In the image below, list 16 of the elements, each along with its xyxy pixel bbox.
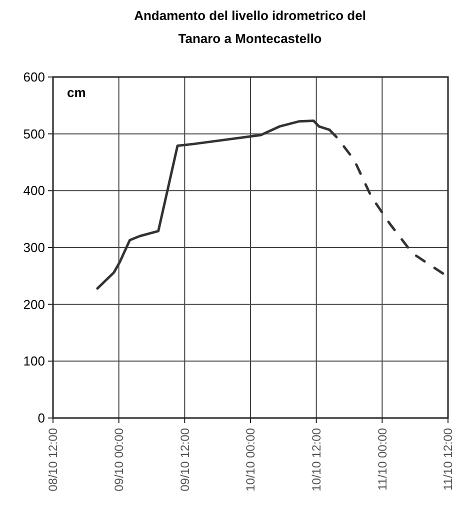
- annotation: cm: [67, 85, 86, 100]
- x-tick-label: 08/10 12:00: [46, 428, 60, 492]
- y-tick-label: 500: [23, 126, 45, 142]
- y-tick-label: 0: [38, 410, 45, 426]
- y-tick-label: 200: [23, 296, 45, 312]
- x-tick-label: 09/10 12:00: [178, 428, 192, 492]
- x-tick-label: 10/10 00:00: [244, 428, 258, 492]
- y-tick-label: 100: [23, 354, 45, 369]
- x-tick-label: 11/10 12:00: [441, 428, 456, 491]
- y-tick-label: 300: [23, 240, 45, 256]
- y-tick-label: 400: [23, 183, 45, 198]
- x-tick-label: 11/10 00:00: [375, 428, 390, 491]
- y-tick-label: 600: [23, 70, 45, 85]
- x-tick-label: 10/10 12:00: [310, 428, 324, 492]
- chart-title: Andamento del livello idrometrico del Tanaro a Montecastello: [134, 8, 366, 46]
- x-tick-label: 09/10 00:00: [112, 428, 126, 492]
